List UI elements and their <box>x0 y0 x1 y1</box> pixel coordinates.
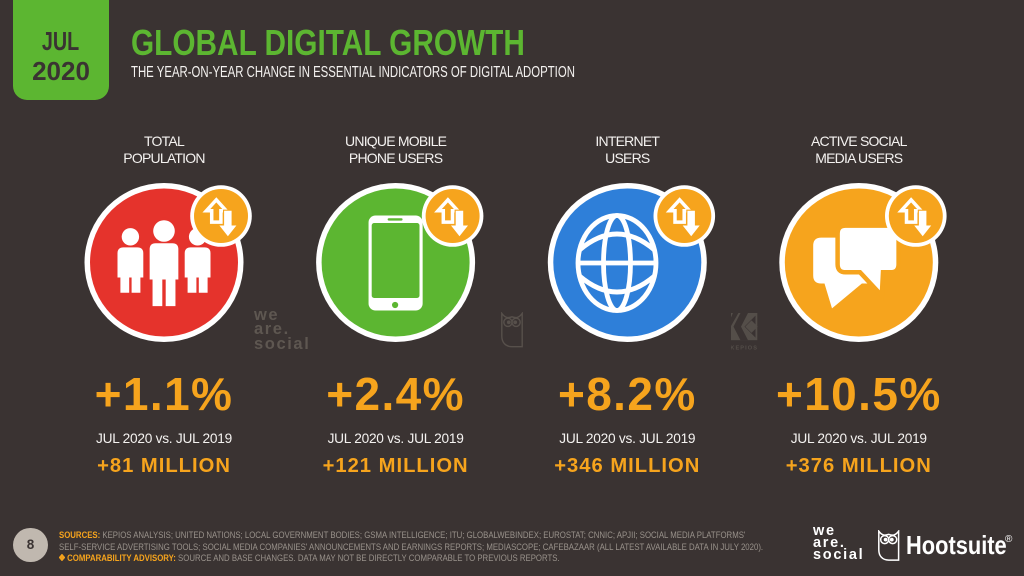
svg-text:KEPIOS: KEPIOS <box>731 345 758 351</box>
